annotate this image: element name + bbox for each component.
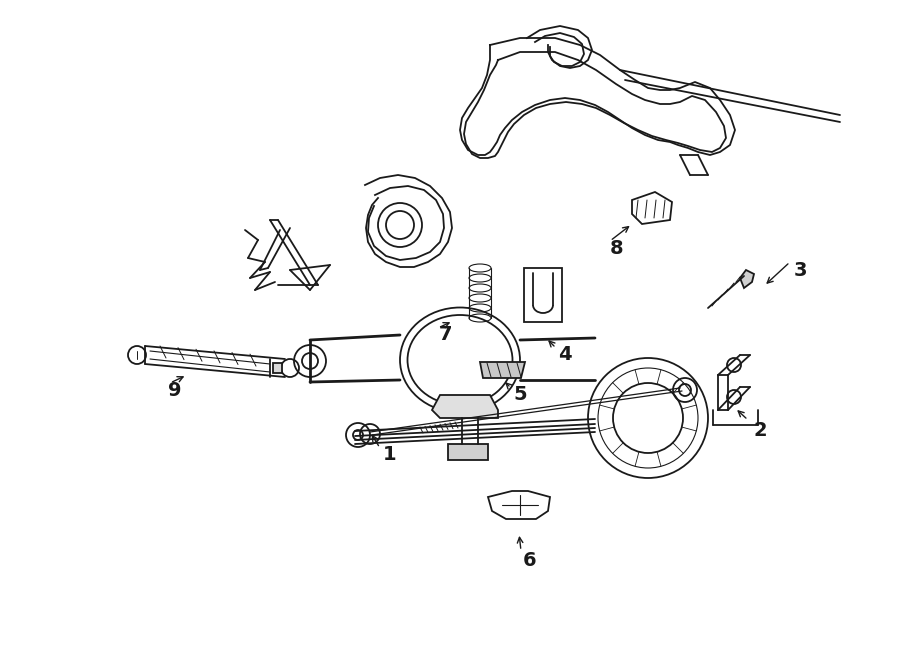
Text: 3: 3 (793, 260, 806, 280)
Polygon shape (432, 395, 498, 418)
Text: 6: 6 (523, 551, 536, 570)
Text: 9: 9 (168, 381, 182, 399)
Polygon shape (480, 362, 525, 378)
Polygon shape (448, 444, 488, 460)
Text: 8: 8 (610, 239, 624, 258)
Text: 5: 5 (513, 385, 526, 405)
Text: 4: 4 (558, 346, 572, 364)
Text: 7: 7 (438, 325, 452, 344)
Polygon shape (740, 270, 754, 288)
Polygon shape (273, 363, 282, 373)
Text: 2: 2 (753, 420, 767, 440)
Text: 1: 1 (383, 446, 397, 465)
